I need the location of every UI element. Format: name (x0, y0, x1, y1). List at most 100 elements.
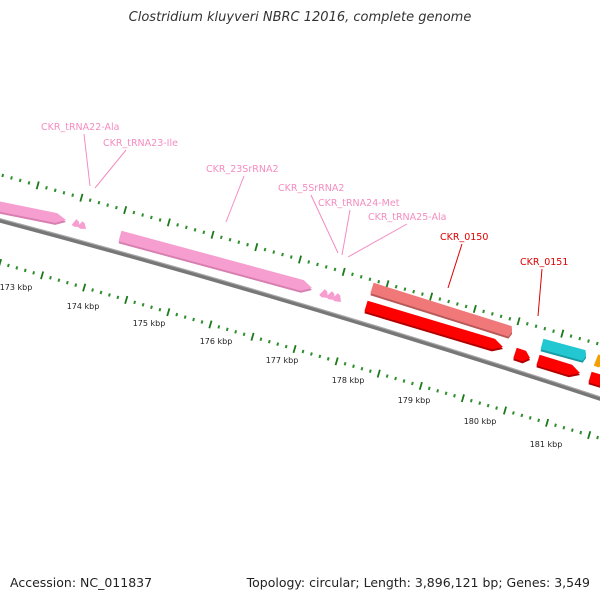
outer-tick-minor-tick (525, 321, 529, 326)
outer-tick-major-tick (560, 329, 565, 338)
inner-tick-minor-tick (411, 381, 414, 386)
inner-tick-minor-tick (385, 374, 389, 378)
gene-ckr0150-feature (370, 282, 512, 337)
outer-tick-minor-tick (193, 228, 197, 232)
feature-leader-line (83, 133, 91, 187)
kbp-label: 173 kbp (0, 283, 32, 292)
inner-tick-minor-tick (175, 312, 179, 317)
outer-tick-minor-tick (71, 193, 75, 198)
outer-tick-major-tick (429, 292, 434, 301)
inner-tick-minor-tick (192, 317, 195, 322)
inner-tick-minor-tick (394, 376, 397, 381)
kbp-label: 175 kbp (133, 319, 166, 328)
inner-tick-minor-tick (579, 430, 583, 435)
feature-leader-line (447, 243, 463, 289)
outer-tick-minor-tick (490, 312, 494, 316)
outer-tick-minor-tick (569, 334, 573, 338)
outer-tick-minor-tick (10, 176, 13, 180)
outer-tick-minor-tick (377, 279, 381, 284)
outer-tick-minor-tick (176, 223, 179, 227)
trna-feature (0, 201, 66, 223)
kbp-label: 181 kbp (530, 440, 563, 449)
inner-tick-minor-tick (74, 283, 78, 287)
outer-tick-minor-tick (62, 190, 66, 195)
inner-tick-minor-tick (301, 349, 305, 354)
trna-feature (77, 221, 86, 229)
inner-tick-minor-tick (486, 403, 490, 408)
feature-leader-line (225, 175, 245, 223)
inner-tick-minor-tick (259, 337, 263, 342)
inner-tick-minor-tick (318, 354, 322, 359)
outer-tick-minor-tick (18, 178, 22, 183)
outer-tick-minor-tick (578, 336, 582, 341)
feature-label: CKR_5SrRNA2 (278, 183, 344, 194)
outer-tick-minor-tick (307, 260, 311, 264)
inner-tick-minor-tick (225, 327, 229, 332)
gene-feature (536, 354, 580, 376)
feature-label: CKR_tRNA25-Ala (368, 212, 446, 223)
outer-tick-minor-tick (324, 265, 328, 269)
kbp-label: 179 kbp (398, 396, 431, 405)
outer-tick-minor-tick (464, 304, 468, 309)
outer-tick-minor-tick (158, 218, 162, 222)
tick-rows (0, 173, 599, 440)
outer-tick-minor-tick (289, 255, 293, 259)
feature-leader-line (537, 268, 543, 317)
feature-layer (0, 201, 600, 388)
outer-tick-minor-tick (106, 203, 110, 207)
inner-tick-major-tick (376, 369, 381, 378)
outer-tick-minor-tick (246, 242, 249, 247)
label-layer: CKR_tRNA22-Ala CKR_tRNA23-Ile CKR_23SrRNA2… (41, 122, 568, 268)
outer-tick-major-tick (341, 267, 346, 276)
outer-tick-minor-tick (438, 297, 442, 301)
feature-leader-line (94, 149, 127, 189)
genome-summary: Topology: circular; Length: 3,896,121 bp… (246, 575, 590, 590)
inner-tick-minor-tick (234, 330, 238, 334)
outer-tick-minor-tick (237, 240, 241, 245)
outer-tick-minor-tick (132, 210, 136, 215)
outer-tick-minor-tick (202, 230, 206, 235)
outer-tick-minor-tick (115, 205, 118, 210)
inner-tick-major-tick (166, 308, 171, 317)
map-title: Clostridium kluyveri NBRC 12016, complet… (128, 10, 472, 25)
outer-tick-minor-tick (394, 284, 398, 289)
outer-tick-minor-tick (141, 213, 145, 217)
outer-tick-major-tick (254, 243, 259, 252)
outer-tick-minor-tick (263, 247, 267, 252)
outer-tick-minor-tick (368, 277, 372, 282)
rrna-23s-feature (118, 230, 312, 291)
inner-tick-minor-tick (360, 366, 364, 371)
inner-tick-minor-tick (284, 344, 288, 349)
label-leaders (83, 133, 543, 317)
inner-tick-minor-tick (528, 416, 532, 420)
outer-tick-major-tick (385, 280, 390, 289)
outer-tick-major-tick (516, 317, 521, 326)
inner-tick-minor-tick (49, 275, 52, 280)
outer-tick-minor-tick (351, 272, 354, 277)
gene-feature (593, 354, 600, 368)
inner-tick-minor-tick (150, 305, 153, 310)
inner-tick-minor-tick (183, 315, 187, 319)
inner-tick-minor-tick (242, 332, 246, 337)
outer-tick-minor-tick (45, 186, 48, 190)
inner-tick-minor-tick (15, 266, 19, 270)
outer-tick-minor-tick (281, 252, 284, 257)
outer-tick-minor-tick (543, 326, 547, 331)
inner-tick-major-tick (503, 406, 507, 415)
inner-tick-minor-tick (276, 342, 280, 346)
kbp-labels: 173 kbp 174 kbp 175 kbp 176 kbp 177 kbp 178 k… (0, 283, 562, 449)
inner-tick-major-tick (334, 357, 339, 366)
inner-tick-minor-tick (99, 290, 103, 295)
inner-tick-major-tick (0, 258, 2, 267)
outer-tick-major-tick (79, 193, 84, 202)
outer-tick-minor-tick (333, 267, 337, 272)
inner-tick-minor-tick (554, 423, 557, 428)
outer-tick-minor-tick (53, 188, 57, 193)
outer-tick-minor-tick (228, 237, 232, 242)
inner-tick-major-tick (460, 394, 465, 403)
inner-tick-minor-tick (368, 369, 372, 373)
kbp-label: 176 kbp (200, 337, 233, 346)
feature-label: CKR_tRNA22-Ala (41, 122, 119, 133)
outer-tick-minor-tick (88, 198, 92, 202)
outer-tick-major-tick (35, 181, 40, 190)
